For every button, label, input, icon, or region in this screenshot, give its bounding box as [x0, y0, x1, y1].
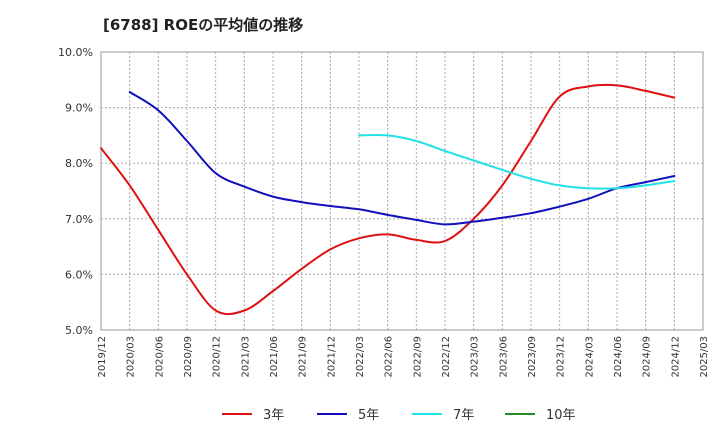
y-tick-label: 10.0% [58, 46, 93, 59]
x-tick-label: 2024/03 [584, 336, 595, 378]
x-tick-label: 2020/09 [183, 336, 194, 378]
series-layer [100, 83, 676, 316]
chart-title: [6788] ROEの平均値の推移 [103, 16, 304, 34]
x-tick-label: 2023/09 [527, 336, 538, 378]
x-tick-label: 2021/03 [240, 336, 251, 378]
legend: 3年 5年 7年 10年 [222, 408, 576, 423]
x-tick-label: 2022/06 [384, 336, 395, 378]
x-tick-label: 2022/12 [441, 336, 452, 378]
y-tick-label: 6.0% [65, 268, 93, 281]
x-tick-label: 2020/06 [154, 336, 165, 378]
x-tick-label: 2025/03 [699, 336, 710, 378]
y-tick-label: 5.0% [65, 324, 93, 337]
legend-label: 7年 [453, 408, 474, 423]
x-tick-label: 2019/12 [97, 336, 108, 378]
series-line-1 [100, 83, 676, 316]
x-tick-label: 2024/12 [670, 336, 681, 378]
x-tick-label: 2021/06 [269, 336, 280, 378]
x-tick-label: 2022/03 [355, 336, 366, 378]
plot-area [100, 51, 704, 331]
y-axis: 5.0% 6.0% 7.0% 8.0% 9.0% 10.0% [58, 46, 93, 337]
x-tick-label: 2024/06 [613, 336, 624, 378]
legend-label: 10年 [546, 408, 576, 423]
x-tick-label: 2021/12 [326, 336, 337, 378]
legend-label: 3年 [263, 408, 284, 423]
y-tick-label: 9.0% [65, 102, 93, 115]
legend-label: 5年 [358, 408, 379, 423]
series-line-3 [358, 134, 676, 190]
series-line-2 [128, 91, 676, 226]
x-tick-label: 2020/12 [212, 336, 223, 378]
x-tick-label: 2023/12 [556, 336, 567, 378]
x-tick-label: 2024/09 [642, 336, 653, 378]
x-tick-label: 2023/06 [498, 336, 509, 378]
grid-layer [101, 52, 703, 330]
x-axis: 2019/12 2020/03 2020/06 2020/09 2020/12 2021/… [97, 336, 710, 378]
x-tick-label: 2023/03 [470, 336, 481, 378]
x-tick-label: 2020/03 [126, 336, 137, 378]
y-tick-label: 7.0% [65, 213, 93, 226]
y-tick-label: 8.0% [65, 157, 93, 170]
x-tick-label: 2021/09 [298, 336, 309, 378]
x-tick-label: 2022/09 [412, 336, 423, 378]
